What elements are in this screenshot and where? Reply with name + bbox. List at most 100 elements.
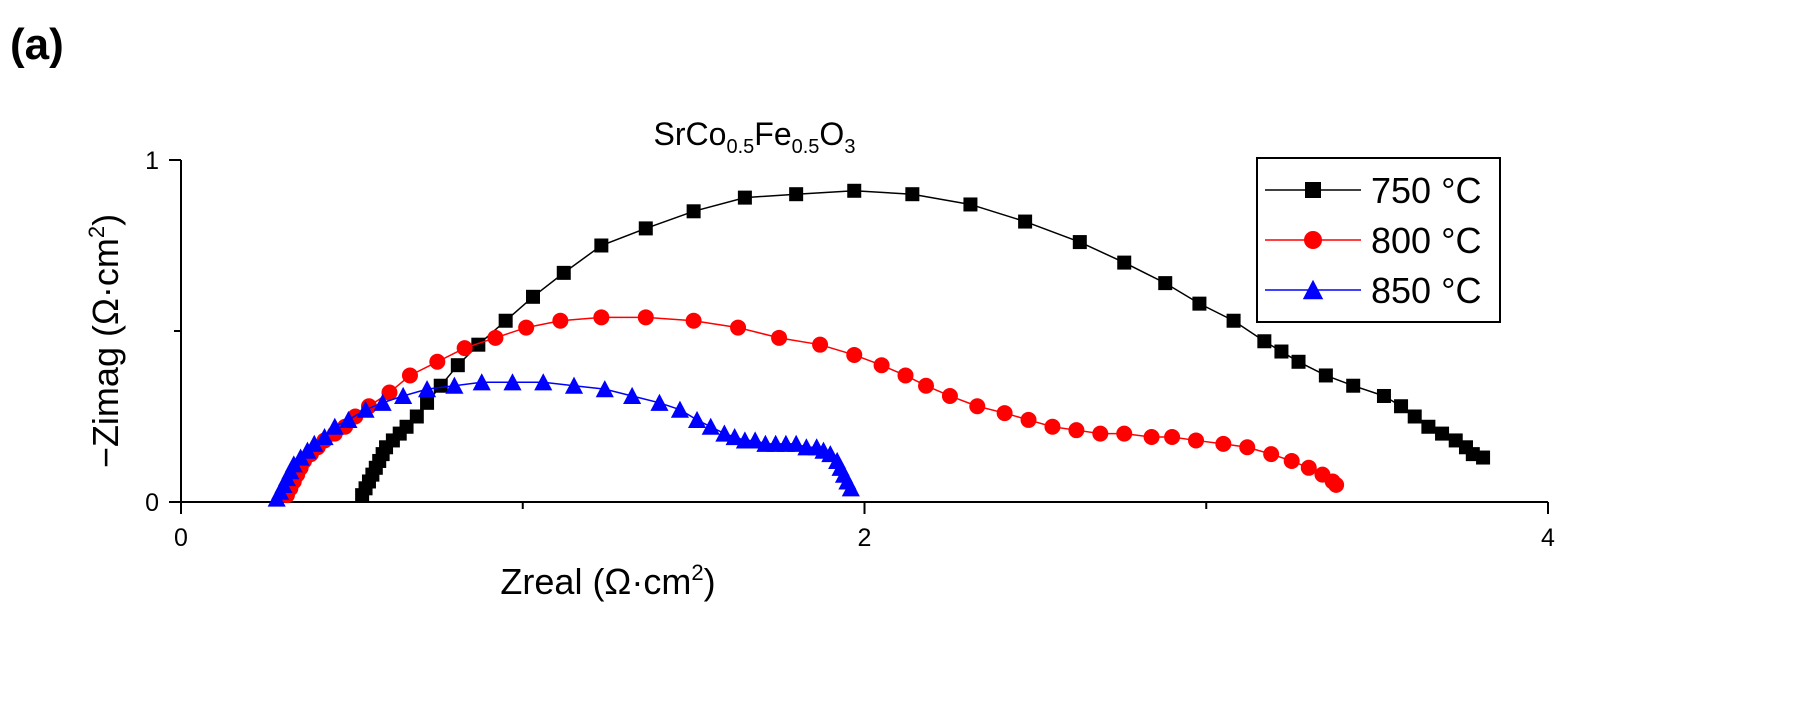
data-point [503, 373, 522, 391]
data-point [339, 410, 358, 428]
axis-title-text: Zreal (Ω·cm [500, 561, 691, 602]
title-subscript: 3 [844, 136, 855, 158]
data-point [1192, 296, 1207, 311]
data-point [969, 398, 986, 415]
data-point [1346, 378, 1361, 393]
data-point [1164, 429, 1181, 446]
data-point [534, 373, 553, 391]
data-point [593, 309, 610, 326]
data-point [1020, 411, 1037, 428]
data-point [429, 353, 446, 370]
data-point [356, 400, 375, 418]
data-point [941, 387, 958, 404]
y-tick-label: 0 [145, 489, 159, 517]
data-point [701, 417, 720, 435]
data-point [1116, 425, 1133, 442]
data-point [381, 384, 398, 401]
data-point [787, 434, 806, 452]
data-point [841, 479, 860, 497]
data-point [670, 400, 690, 418]
data-point [1226, 313, 1241, 328]
data-point [498, 313, 513, 328]
data-point [325, 417, 344, 435]
data-point [771, 329, 788, 346]
data-point [471, 337, 486, 352]
data-point [846, 346, 863, 363]
data-point [401, 367, 418, 384]
data-point [526, 289, 541, 304]
data-point [685, 312, 702, 329]
data-point [1435, 426, 1450, 441]
data-point [1421, 419, 1436, 434]
data-point [595, 380, 614, 398]
data-point [1328, 476, 1345, 493]
data-point [686, 204, 701, 219]
plot-area [267, 183, 1491, 507]
axis-title-text: ) [704, 561, 716, 602]
data-point [433, 378, 448, 393]
data-point [1044, 418, 1061, 435]
legend-marker [1305, 182, 1321, 198]
axis-title-text: −Zimag (Ω·cm [85, 238, 126, 468]
data-point [1300, 459, 1317, 476]
axis-title-superscript: 2 [691, 560, 703, 585]
data-point [1215, 435, 1232, 452]
data-point [552, 312, 569, 329]
data-point [487, 329, 504, 346]
data-point [687, 410, 707, 428]
title-text: O [819, 116, 844, 152]
series-triangle [267, 373, 860, 507]
data-point [963, 197, 978, 212]
data-point [594, 238, 609, 253]
data-point [1318, 368, 1333, 383]
title-text: SrCo [654, 116, 727, 152]
data-point [905, 187, 920, 202]
axis-title-text: ) [85, 214, 126, 226]
data-point [847, 183, 862, 198]
data-point [1068, 422, 1085, 439]
data-point [1376, 388, 1391, 403]
data-point [1092, 425, 1109, 442]
legend-marker [1304, 231, 1322, 249]
data-point [373, 393, 392, 411]
data-point [725, 427, 744, 446]
data-point [1476, 450, 1491, 465]
x-axis-title: Zreal (Ω·cm2) [500, 560, 715, 602]
data-point [637, 309, 654, 326]
legend-marker [1302, 279, 1324, 300]
series-square [355, 183, 1491, 503]
data-point [394, 386, 413, 405]
data-point [1239, 439, 1256, 456]
data-point [564, 376, 584, 394]
legend-label: 800 °C [1371, 220, 1481, 261]
legend-label: 850 °C [1371, 270, 1481, 311]
data-point [409, 409, 424, 424]
data-point [789, 187, 804, 202]
panel-label: (a) [10, 20, 64, 69]
data-point [1263, 446, 1280, 463]
data-point [1072, 235, 1087, 250]
axis-title-superscript: 2 [84, 226, 109, 238]
data-point [1018, 214, 1033, 229]
y-axis-title: −Zimag (Ω·cm2) [84, 214, 126, 468]
data-point [315, 427, 334, 446]
series-circle [278, 309, 1345, 504]
data-point [918, 377, 935, 394]
data-point [518, 319, 535, 336]
data-point [623, 386, 642, 405]
data-point [1158, 276, 1173, 291]
data-point [638, 221, 653, 236]
data-point [456, 340, 473, 357]
data-point [450, 358, 465, 373]
data-point [715, 424, 734, 442]
data-point [1117, 255, 1132, 270]
data-point [1407, 409, 1422, 424]
chart-title: SrCo0.5Fe0.5O3 [654, 116, 856, 158]
y-tick-label: 1 [145, 147, 159, 175]
data-point [746, 431, 765, 449]
data-point [1143, 429, 1160, 446]
data-point [1283, 452, 1300, 469]
data-point [996, 405, 1013, 422]
x-tick-label: 4 [1541, 524, 1555, 552]
